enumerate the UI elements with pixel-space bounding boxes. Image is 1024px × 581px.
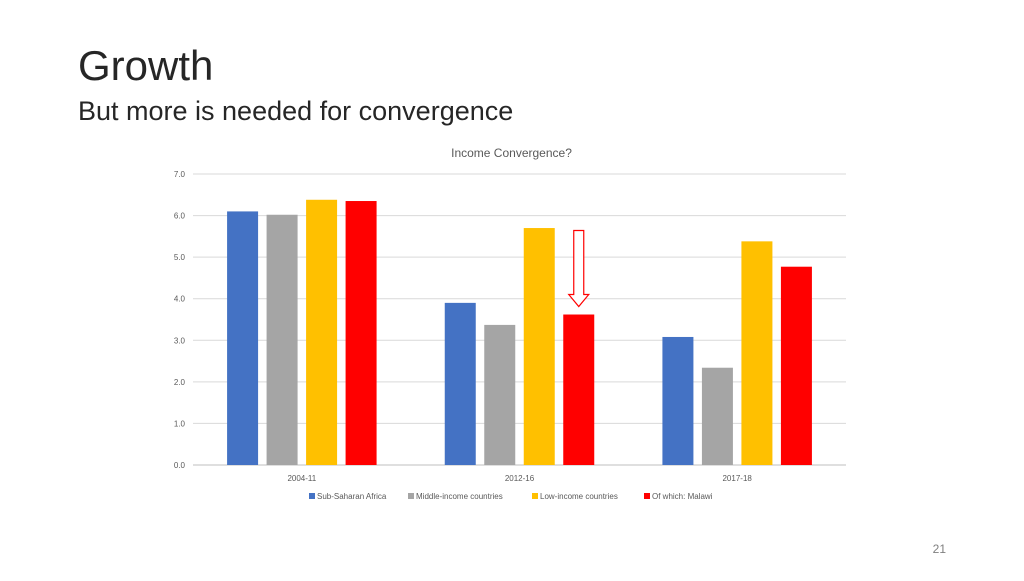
slide-title: Growth bbox=[78, 42, 214, 89]
y-tick-label: 7.0 bbox=[174, 170, 186, 179]
y-tick-label: 2.0 bbox=[174, 378, 186, 387]
bar bbox=[741, 241, 773, 465]
legend-label: Middle-income countries bbox=[416, 492, 503, 501]
legend-label: Sub-Saharan Africa bbox=[317, 492, 387, 501]
legend-swatch bbox=[408, 493, 414, 499]
y-tick-label: 5.0 bbox=[174, 253, 186, 262]
x-tick-label: 2017-18 bbox=[722, 474, 752, 483]
bar bbox=[345, 201, 377, 465]
legend-label: Low-income countries bbox=[540, 492, 618, 501]
y-tick-label: 1.0 bbox=[174, 419, 186, 428]
legend-swatch bbox=[532, 493, 538, 499]
bar bbox=[701, 367, 733, 465]
bar bbox=[563, 314, 595, 465]
bar bbox=[523, 228, 555, 465]
x-tick-label: 2004-11 bbox=[287, 474, 316, 483]
y-tick-label: 6.0 bbox=[174, 212, 186, 221]
y-tick-label: 4.0 bbox=[174, 295, 186, 304]
bar bbox=[444, 302, 476, 465]
legend-swatch bbox=[309, 493, 315, 499]
chart-title: Income Convergence? bbox=[451, 146, 572, 160]
bar bbox=[306, 199, 338, 465]
bar bbox=[484, 324, 516, 465]
page-number: 21 bbox=[932, 542, 946, 556]
slide-subtitle: But more is needed for convergence bbox=[78, 96, 514, 126]
down-arrow-annotation bbox=[567, 229, 591, 308]
x-tick-label: 2012-16 bbox=[505, 474, 535, 483]
bar bbox=[227, 211, 259, 465]
legend-swatch bbox=[644, 493, 650, 499]
bar bbox=[780, 266, 812, 465]
y-tick-label: 3.0 bbox=[174, 336, 186, 345]
legend-label: Of which: Malawi bbox=[652, 492, 713, 501]
bar bbox=[662, 336, 694, 465]
bar bbox=[266, 214, 298, 465]
y-tick-label: 0.0 bbox=[174, 461, 186, 470]
